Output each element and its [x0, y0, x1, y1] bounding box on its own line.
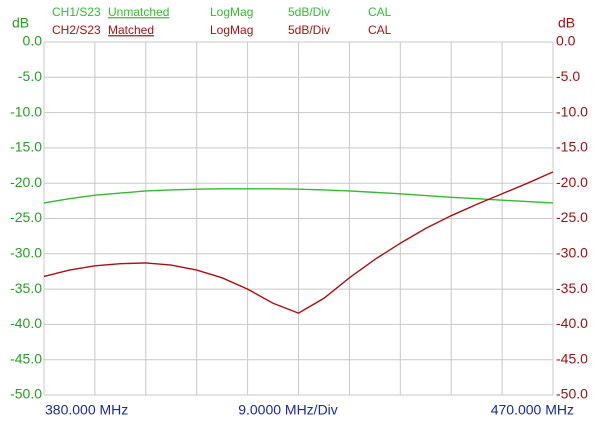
y2-tick-label: -35.0	[556, 280, 588, 296]
trace-channel: CH2/S23	[52, 23, 101, 37]
y-tick-label: -40.0	[10, 315, 42, 331]
y2-tick-label: -25.0	[556, 209, 588, 225]
legend-entry: Matched	[108, 23, 154, 37]
y-tick-label: -30.0	[10, 245, 42, 261]
x-tick-label: 470.000 MHz	[491, 402, 574, 418]
y-tick-label: -15.0	[10, 139, 42, 155]
y-tick-label: -10.0	[10, 103, 42, 119]
trace-scale: 5dB/Div	[288, 23, 330, 37]
y2-tick-label: -15.0	[556, 139, 588, 155]
legend-entry: Unmatched	[108, 5, 169, 19]
trace-line	[43, 171, 554, 314]
y2-tick-label: -50.0	[556, 386, 588, 402]
y-tick-label: -5.0	[18, 68, 42, 84]
y-tick-label: -50.0	[10, 386, 42, 402]
trace-status: CAL	[368, 23, 392, 37]
trace-channel: CH1/S23	[52, 5, 101, 19]
x-tick-label: 380.000 MHz	[45, 402, 128, 418]
y2-tick-label: -40.0	[556, 315, 588, 331]
trace-scale: 5dB/Div	[288, 5, 330, 19]
y2-axis-label: dB	[558, 15, 575, 31]
y2-tick-label: -20.0	[556, 174, 588, 190]
trace-status: CAL	[368, 5, 392, 19]
x-div-label: 9.0000 MHz/Div	[238, 402, 338, 418]
y2-tick-label: 0.0	[556, 33, 576, 49]
y-tick-label: -35.0	[10, 280, 42, 296]
y2-tick-label: -10.0	[556, 103, 588, 119]
trace-format: LogMag	[210, 5, 253, 19]
trace-line	[43, 188, 554, 204]
trace-format: LogMag	[210, 23, 253, 37]
y2-tick-label: -45.0	[556, 350, 588, 366]
y-tick-label: -20.0	[10, 174, 42, 190]
y2-tick-label: -30.0	[556, 245, 588, 261]
y-tick-label: -25.0	[10, 209, 42, 225]
y2-tick-label: -5.0	[556, 68, 580, 84]
y-tick-label: 0.0	[23, 33, 43, 49]
y-axis-label: dB	[12, 15, 29, 31]
y-tick-label: -45.0	[10, 350, 42, 366]
